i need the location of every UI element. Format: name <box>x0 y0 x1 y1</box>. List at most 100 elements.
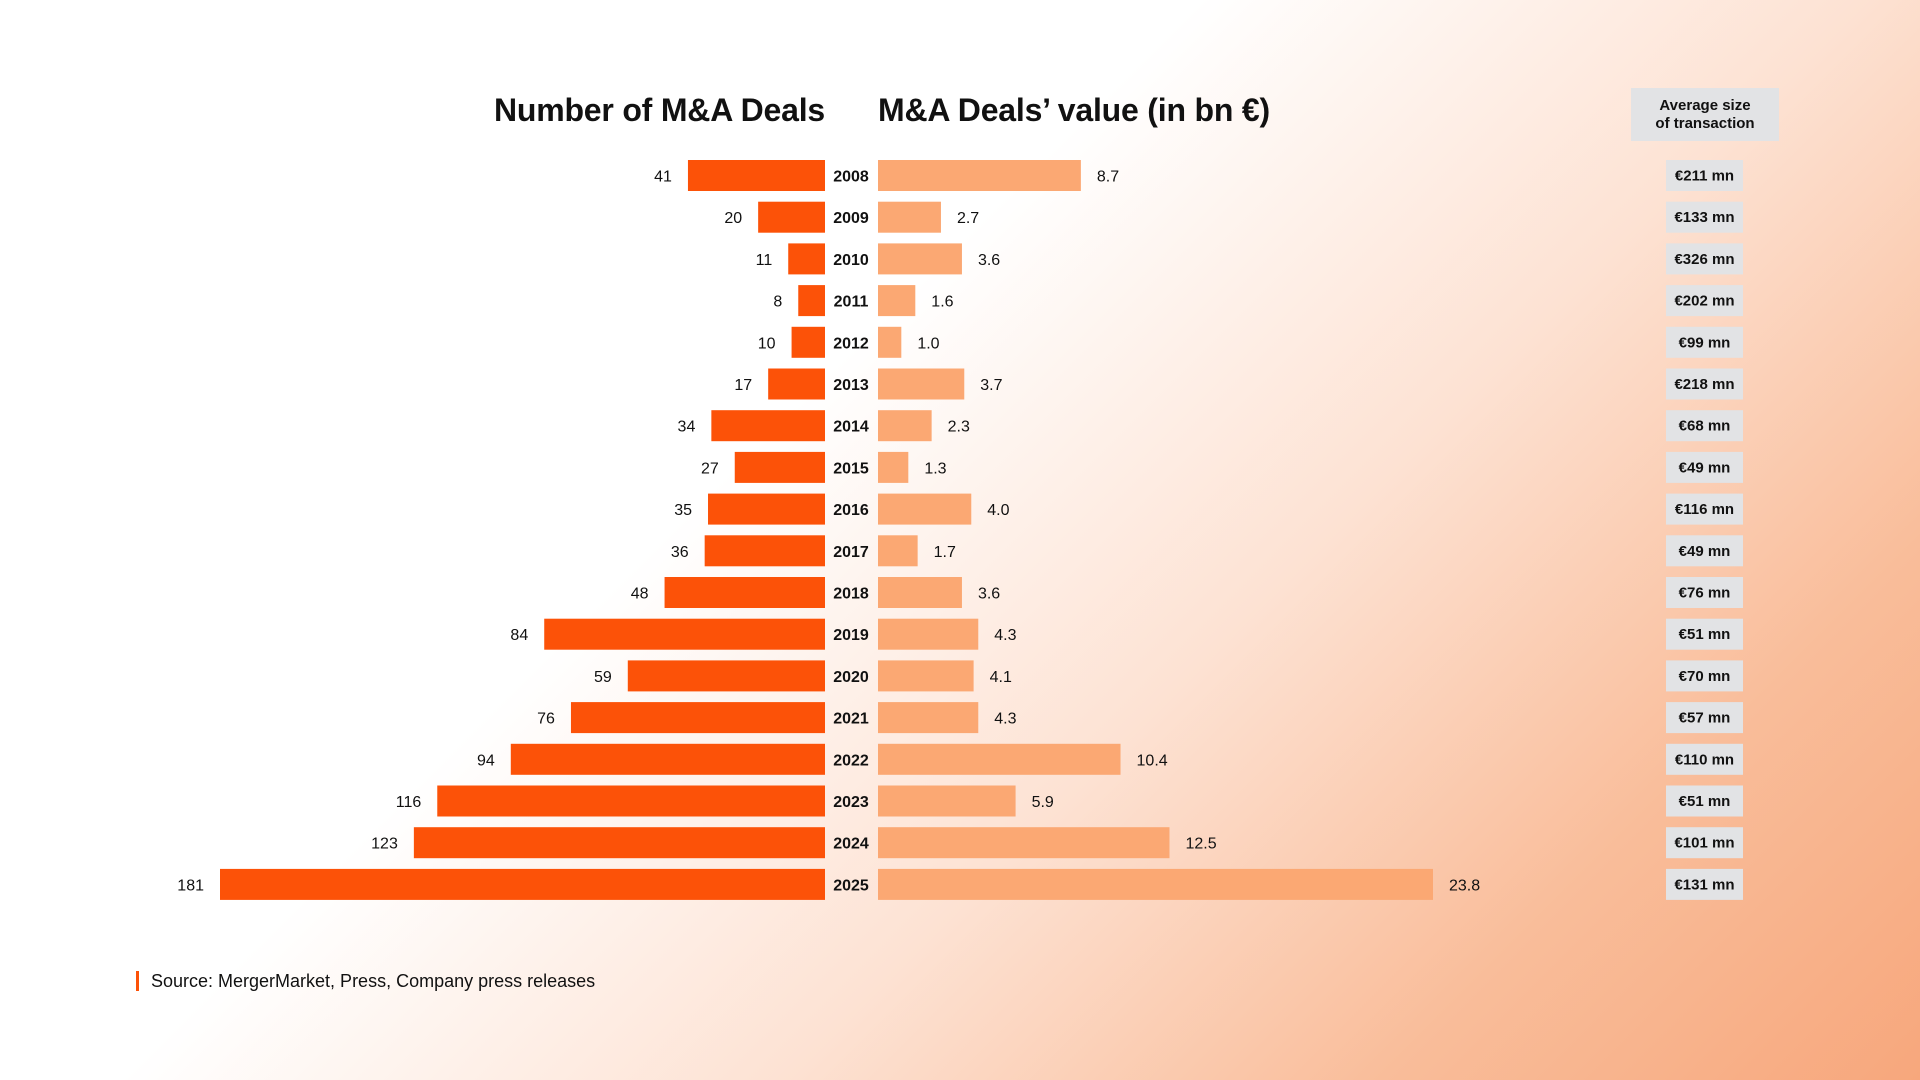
year-label-2009: 2009 <box>833 210 869 227</box>
avg-size-label-2017: €49 mn <box>1679 543 1731 560</box>
count-label-2015: 27 <box>701 460 719 477</box>
value-bar-2019 <box>878 618 979 650</box>
avg-size-box-2018 <box>1666 577 1743 608</box>
count-label-2014: 34 <box>678 419 696 436</box>
value-bar-2023 <box>878 785 1016 817</box>
count-bar-2022 <box>510 743 825 775</box>
count-bar-2017 <box>704 535 825 567</box>
count-label-2022: 94 <box>477 752 495 769</box>
year-label-2020: 2020 <box>833 669 869 686</box>
count-label-2010: 11 <box>756 252 773 269</box>
year-label-2008: 2008 <box>833 169 869 186</box>
year-label-2010: 2010 <box>833 252 869 269</box>
value-bar-2024 <box>878 827 1170 859</box>
avg-size-box-2009 <box>1666 201 1743 233</box>
value-bar-2009 <box>878 201 941 233</box>
avg-size-label-2013: €218 mn <box>1674 376 1734 393</box>
avg-size-label-2009: €133 mn <box>1674 209 1734 226</box>
year-label-2019: 2019 <box>833 627 869 644</box>
value-bar-2013 <box>878 368 965 400</box>
value-bar-2025 <box>878 868 1433 900</box>
value-bar-2021 <box>878 702 979 734</box>
count-bar-2015 <box>734 451 825 483</box>
count-bar-2018 <box>664 577 825 608</box>
avg-size-box-2013 <box>1666 368 1743 400</box>
year-label-2024: 2024 <box>833 836 869 853</box>
avg-size-box-2011 <box>1666 285 1743 317</box>
year-label-2018: 2018 <box>833 586 869 603</box>
value-label-2010: 3.6 <box>978 252 1000 269</box>
average-size-header-line-2: of transaction <box>1655 114 1755 132</box>
count-label-2012: 10 <box>758 335 776 352</box>
value-bar-2012 <box>878 326 902 358</box>
value-label-2014: 2.3 <box>948 419 970 436</box>
avg-size-box-2010 <box>1666 243 1743 275</box>
count-label-2016: 35 <box>674 502 692 519</box>
right-chart-title: M&A Deals’ value (in bn €) <box>878 92 1270 128</box>
count-label-2025: 181 <box>177 877 204 894</box>
year-label-2013: 2013 <box>833 377 869 394</box>
avg-size-box-2008 <box>1666 160 1743 191</box>
year-label-2015: 2015 <box>833 460 869 477</box>
value-bar-2018 <box>878 577 962 608</box>
count-bar-2025 <box>220 868 825 900</box>
avg-size-label-2012: €99 mn <box>1679 334 1731 351</box>
left-chart-title: Number of M&A Deals <box>493 92 825 128</box>
value-label-2013: 3.7 <box>980 377 1002 394</box>
avg-size-box-2016 <box>1666 493 1743 525</box>
count-bar-2024 <box>413 827 825 859</box>
value-label-2008: 8.7 <box>1097 169 1119 186</box>
year-label-2014: 2014 <box>833 419 869 436</box>
avg-size-label-2019: €51 mn <box>1679 626 1731 643</box>
value-label-2022: 10.4 <box>1137 752 1168 769</box>
year-label-2025: 2025 <box>833 877 869 894</box>
year-label-2012: 2012 <box>833 335 869 352</box>
count-bar-2023 <box>437 785 825 817</box>
average-size-header-line-1: Average size <box>1659 96 1751 114</box>
count-bar-2019 <box>544 618 825 650</box>
value-bar-2017 <box>878 535 918 567</box>
count-label-2020: 59 <box>594 669 612 686</box>
value-label-2024: 12.5 <box>1185 836 1216 853</box>
count-bar-2009 <box>758 201 825 233</box>
count-label-2017: 36 <box>671 544 689 561</box>
value-label-2015: 1.3 <box>924 460 946 477</box>
value-label-2011: 1.6 <box>931 294 953 311</box>
avg-size-label-2025: €131 mn <box>1674 876 1734 893</box>
avg-size-label-2015: €49 mn <box>1679 459 1731 476</box>
avg-size-box-2021 <box>1666 702 1743 734</box>
avg-size-box-2014 <box>1666 410 1743 442</box>
avg-size-box-2012 <box>1666 326 1743 358</box>
year-label-2022: 2022 <box>833 752 869 769</box>
avg-size-box-2022 <box>1666 743 1743 775</box>
avg-size-label-2024: €101 mn <box>1674 835 1734 852</box>
count-bar-2012 <box>791 326 825 358</box>
year-label-2021: 2021 <box>833 711 869 728</box>
avg-size-label-2010: €326 mn <box>1674 251 1734 268</box>
avg-size-label-2016: €116 mn <box>1675 501 1734 518</box>
avg-size-box-2023 <box>1666 785 1743 817</box>
avg-size-label-2011: €202 mn <box>1674 293 1734 310</box>
count-label-2009: 20 <box>724 210 742 227</box>
value-bar-2015 <box>878 451 909 483</box>
count-bar-2013 <box>768 368 825 400</box>
avg-size-label-2008: €211 mn <box>1675 168 1734 185</box>
count-bar-2011 <box>798 285 825 317</box>
avg-size-label-2021: €57 mn <box>1679 710 1731 727</box>
avg-size-box-2017 <box>1666 535 1743 567</box>
count-bar-2008 <box>687 160 825 191</box>
value-label-2018: 3.6 <box>978 586 1000 603</box>
count-label-2013: 17 <box>734 377 752 394</box>
avg-size-label-2022: €110 mn <box>1675 751 1734 768</box>
value-label-2017: 1.7 <box>934 544 956 561</box>
count-label-2011: 8 <box>773 294 782 311</box>
avg-size-box-2025 <box>1666 868 1743 900</box>
count-bar-2010 <box>788 243 825 275</box>
value-label-2020: 4.1 <box>990 669 1012 686</box>
avg-size-label-2023: €51 mn <box>1679 793 1731 810</box>
avg-size-label-2018: €76 mn <box>1679 585 1731 602</box>
value-bar-2010 <box>878 243 962 275</box>
count-bar-2014 <box>711 410 825 442</box>
source-note: Source: MergerMarket, Press, Company pre… <box>136 971 595 991</box>
